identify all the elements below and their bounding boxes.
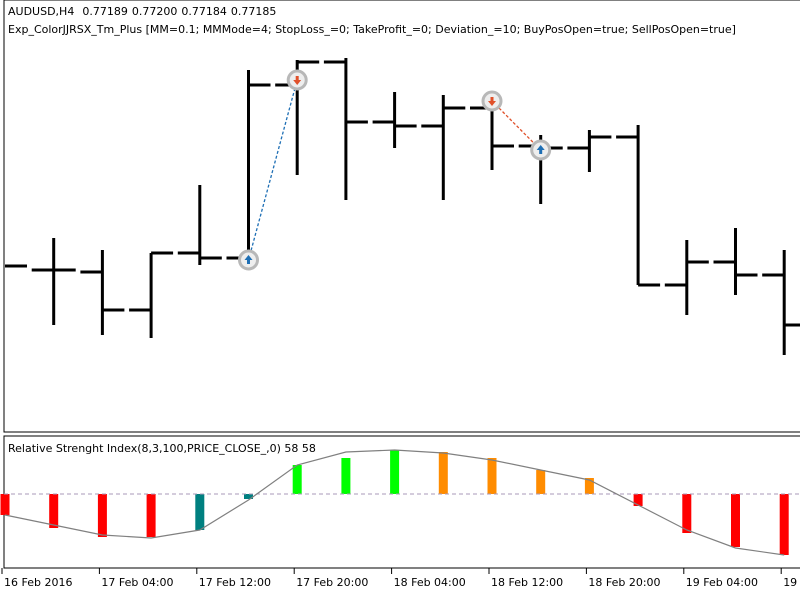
indicator-title: Relative Strenght Index(8,3,100,PRICE_CL… xyxy=(8,442,316,455)
x-tick-label: 18 Feb 12:00 xyxy=(491,576,563,589)
trade-line xyxy=(247,79,298,261)
histogram-bar xyxy=(146,494,156,537)
histogram-bar xyxy=(0,494,10,515)
histogram-bar xyxy=(487,458,497,494)
histogram-bar xyxy=(97,494,107,537)
x-tick-label: 16 Feb 2016 xyxy=(4,576,72,589)
expert-title: Exp_ColorJJRSX_Tm_Plus [MM=0.1; MMMode=4… xyxy=(8,23,736,36)
x-tick-label: 18 Feb 20:00 xyxy=(588,576,660,589)
histogram-bar xyxy=(292,465,302,494)
x-tick-label: 17 Feb 04:00 xyxy=(101,576,173,589)
histogram-bar xyxy=(195,494,205,530)
histogram-bar xyxy=(341,458,351,494)
histogram-bar xyxy=(584,478,594,494)
symbol-title: AUDUSD,H4 0.77189 0.77200 0.77184 0.77185 xyxy=(8,5,276,18)
x-tick-label: 19 Feb 04:00 xyxy=(686,576,758,589)
quote-value: 0.77189 xyxy=(82,5,128,18)
price-layer xyxy=(5,58,800,355)
x-tick-label: 17 Feb 12:00 xyxy=(199,576,271,589)
quote-value: 0.77185 xyxy=(231,5,277,18)
histogram-bar xyxy=(633,494,643,506)
histogram-bar xyxy=(390,450,400,494)
buy-arrow xyxy=(244,255,253,264)
quote: 0.77189 0.77200 0.77184 0.77185 xyxy=(82,5,276,18)
quote-value: 0.77200 xyxy=(132,5,178,18)
sell-arrow xyxy=(293,76,302,85)
histogram-bar xyxy=(49,494,59,528)
histogram-bar xyxy=(682,494,692,533)
histogram-bar xyxy=(244,494,253,499)
histogram-bar xyxy=(779,494,789,555)
histogram-bar xyxy=(536,470,546,494)
buy-arrow xyxy=(536,145,545,154)
indicator-layer xyxy=(0,449,800,556)
sell-arrow xyxy=(488,97,496,106)
x-tick-label: 18 Feb 04:00 xyxy=(394,576,466,589)
histogram-bar xyxy=(731,494,740,547)
x-tick-label: 19 Feb 12:00 xyxy=(783,576,800,589)
quote-value: 0.77184 xyxy=(181,5,227,18)
indicator-pane xyxy=(3,435,800,569)
x-tick-label: 17 Feb 20:00 xyxy=(296,576,368,589)
trade-line xyxy=(491,100,542,151)
symbol: AUDUSD,H4 xyxy=(8,5,74,18)
histogram-bar xyxy=(438,452,448,494)
indicator-line xyxy=(4,449,785,556)
price-pane xyxy=(3,0,800,433)
